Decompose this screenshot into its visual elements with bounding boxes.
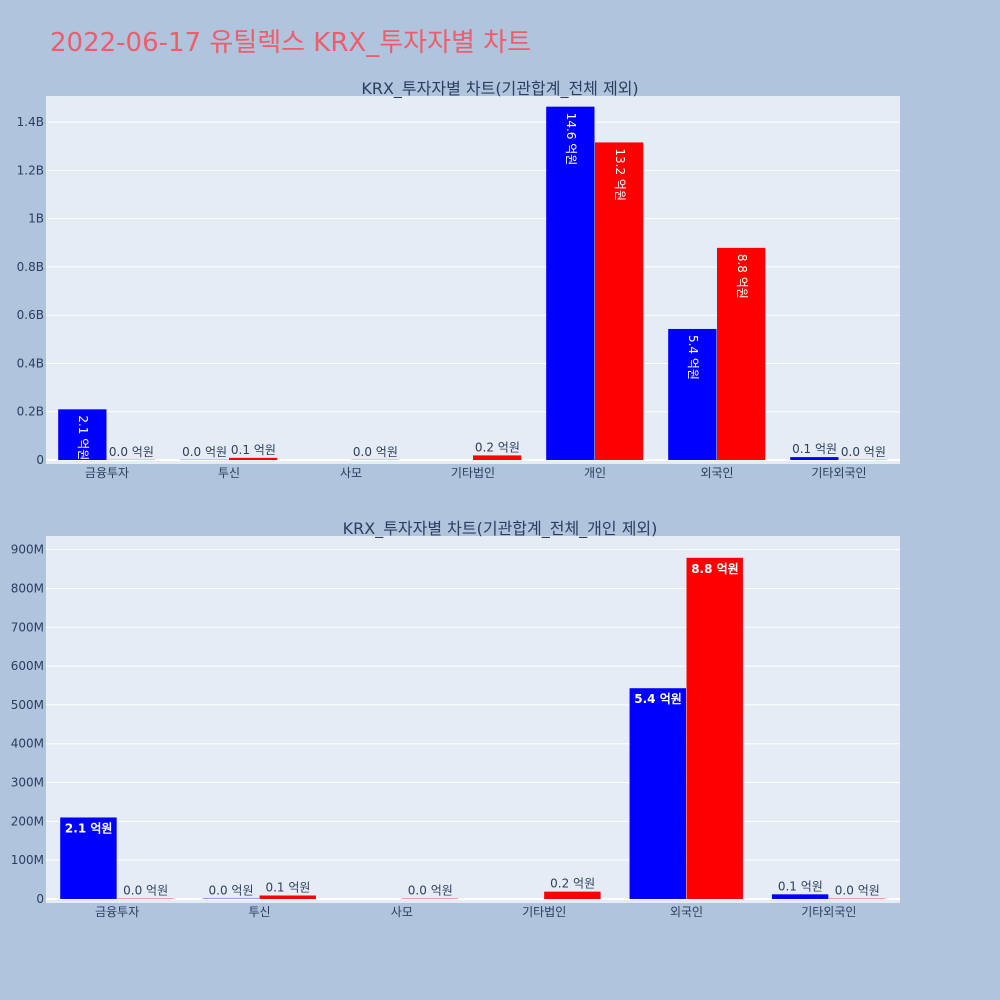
x-tick-label: 기타외국인	[811, 466, 866, 480]
y-tick-label: 1B	[28, 212, 44, 226]
plot-area	[46, 536, 900, 903]
plot-area	[46, 96, 900, 464]
data-label: 14.6 억원	[564, 113, 578, 166]
y-tick-label: 800M	[11, 581, 44, 595]
y-tick-label: 500M	[11, 698, 44, 712]
bar-series-1	[686, 557, 743, 899]
data-label: 2.1 억원	[76, 415, 90, 460]
data-label: 0.0 억원	[835, 884, 880, 898]
data-label: 0.1 억원	[265, 881, 310, 895]
x-tick-label: 개인	[584, 466, 606, 480]
y-tick-label: 1.2B	[17, 163, 44, 177]
x-tick-label: 기타법인	[522, 905, 566, 919]
data-label: 13.2 억원	[613, 148, 627, 201]
y-tick-label: 0.8B	[17, 260, 44, 274]
y-tick-label: 400M	[11, 737, 44, 751]
y-tick-label: 300M	[11, 776, 44, 790]
y-tick-label: 0.2B	[17, 405, 44, 419]
x-tick-label: 사모	[340, 466, 362, 480]
x-tick-label: 사모	[391, 905, 413, 919]
data-label: 0.0 억원	[408, 884, 453, 898]
data-label: 0.2 억원	[475, 440, 520, 454]
bar-series-0	[546, 106, 595, 461]
y-tick-label: 200M	[11, 814, 44, 828]
data-label: 2.1 억원	[65, 821, 113, 835]
chart-top: KRX_투자자별 차트(기관합계_전체 제외) 0 0.2B 0.4B 0.6B 0.8B…	[17, 79, 900, 480]
y-tick-label: 900M	[11, 543, 44, 557]
x-tick-label: 투신	[218, 466, 240, 480]
bar-series-0	[60, 817, 117, 899]
bar-series-1	[229, 457, 278, 460]
bar-series-0	[771, 894, 829, 899]
bar-series-0	[668, 328, 717, 460]
y-tick-label: 0.6B	[17, 308, 44, 322]
x-tick-label: 외국인	[670, 905, 703, 919]
x-tick-label: 투신	[248, 905, 270, 919]
x-tick-label: 기타법인	[451, 466, 495, 480]
data-label: 0.0 억원	[841, 445, 886, 459]
bar-series-1	[717, 247, 766, 460]
x-tick-label: 기타외국인	[801, 905, 856, 919]
y-tick-label: 1.4B	[17, 115, 44, 129]
bar-series-0	[629, 688, 686, 899]
data-label: 5.4 억원	[686, 335, 700, 380]
data-label: 8.8 억원	[735, 254, 749, 299]
y-tick-label: 600M	[11, 659, 44, 673]
page-title: 2022-06-17 유틸렉스 KRX_투자자별 차트	[50, 28, 532, 58]
data-label: 0.1 억원	[792, 442, 837, 456]
data-label: 8.8 억원	[691, 562, 739, 576]
chart-bottom: KRX_투자자별 차트(기관합계_전체_개인 제외) 0 100M 200M 300M 4…	[11, 519, 900, 919]
y-tick-label: 0	[36, 892, 44, 906]
bar-series-1	[473, 455, 522, 460]
data-label: 0.0 억원	[123, 884, 168, 898]
data-label: 5.4 억원	[634, 692, 682, 706]
data-label: 0.1 억원	[778, 879, 823, 893]
bar-series-0	[790, 457, 839, 460]
bar-series-0	[58, 409, 107, 460]
bar-series-1	[259, 895, 316, 899]
y-tick-label: 100M	[11, 853, 44, 867]
data-label: 0.0 억원	[209, 884, 254, 898]
x-tick-label: 금융투자	[85, 466, 129, 480]
y-tick-label: 0	[36, 453, 44, 467]
chart-title: KRX_투자자별 차트(기관합계_전체_개인 제외)	[343, 519, 658, 539]
data-label: 0.1 억원	[231, 443, 276, 457]
x-tick-label: 금융투자	[95, 905, 139, 919]
data-label: 0.2 억원	[550, 877, 595, 891]
y-tick-label: 700M	[11, 620, 44, 634]
x-tick-label: 외국인	[700, 466, 733, 480]
data-label: 0.0 억원	[353, 445, 398, 459]
y-tick-label: 0.4B	[17, 356, 44, 370]
bar-series-1	[595, 142, 644, 460]
data-label: 0.0 억원	[182, 445, 227, 459]
bar-series-1	[544, 891, 601, 899]
data-label: 0.0 억원	[109, 445, 154, 459]
chart-title: KRX_투자자별 차트(기관합계_전체 제외)	[361, 79, 638, 99]
